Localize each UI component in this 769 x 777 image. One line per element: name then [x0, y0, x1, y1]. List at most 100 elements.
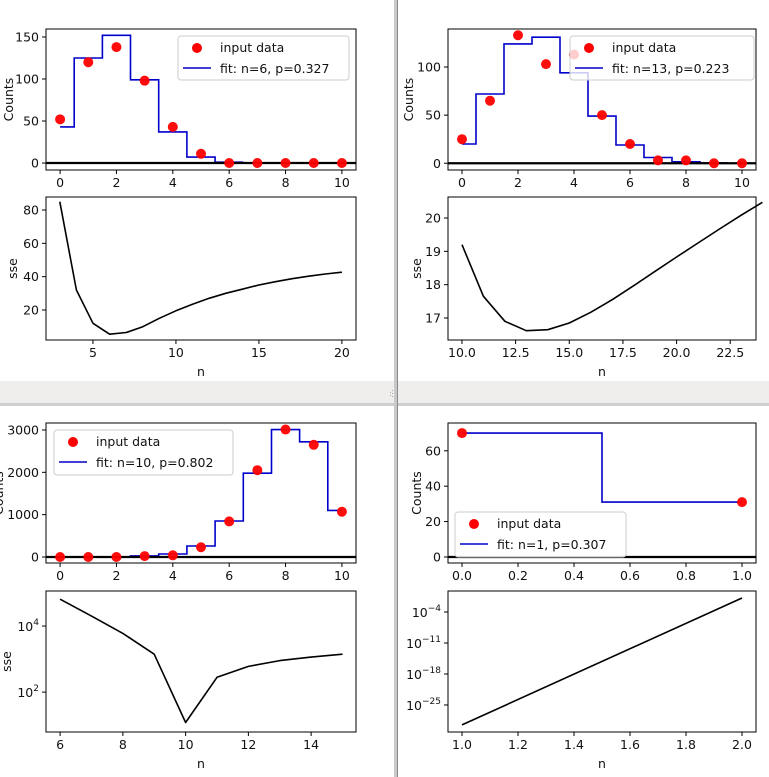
y-axis-label: Counts: [1, 78, 16, 122]
resize-grip-icon[interactable]: [390, 390, 393, 397]
x-tick-label: 1.6: [620, 737, 640, 752]
horizontal-separator-bar[interactable]: [0, 381, 769, 403]
legend-label-fit: fit: n=6, p=0.327: [220, 61, 329, 76]
x-tick-label: 12.5: [502, 345, 530, 360]
legend-label-input-data: input data: [220, 40, 284, 55]
x-tick-label: 0.6: [620, 568, 640, 583]
data-point: [308, 158, 319, 169]
x-tick-label: 0.2: [508, 568, 528, 583]
axes-frame: [447, 422, 757, 564]
legend-box: [53, 429, 234, 476]
x-tick-label: 17.5: [609, 345, 637, 360]
chart-tr-sse: 10.0 12.5 15.0 17.5 20.0 22.5 17 18 19 20 n sse: [409, 196, 763, 379]
x-tick-label: 4: [169, 175, 177, 190]
x-tick-label: 14: [303, 737, 319, 752]
fit-step-line: [462, 36, 728, 164]
x-tick-label: 8: [119, 737, 127, 752]
data-point: [457, 428, 467, 439]
y-tick-label: 20: [425, 211, 441, 226]
data-point: [625, 139, 635, 150]
y-tick-label: 17: [425, 311, 441, 326]
y-tick-label: 0: [433, 549, 441, 564]
y-tick-label: 10−25: [406, 697, 441, 713]
axes-frame: [45, 28, 357, 171]
x-axis-label: n: [197, 364, 205, 379]
x-tick-label: 15.0: [555, 345, 583, 360]
legend-label-fit: fit: n=13, p=0.223: [612, 61, 729, 76]
legend-label-input-data: input data: [612, 40, 676, 55]
legend: input data fit: n=6, p=0.327: [177, 35, 350, 81]
data-point: [336, 506, 347, 517]
x-axis-label: n: [598, 364, 606, 379]
legend-point-marker: [68, 437, 78, 447]
x-tick-label: 8: [282, 568, 290, 583]
data-point: [139, 551, 150, 562]
x-tick-label: 10: [334, 175, 350, 190]
y-axis-label: sse: [0, 651, 14, 672]
legend: input data fit: n=1, p=0.307: [454, 511, 627, 558]
axes-frame: [447, 196, 757, 341]
data-point: [485, 95, 495, 106]
y-axis-label: Counts: [401, 78, 416, 122]
x-tick-label: 10: [178, 737, 194, 752]
data-point: [55, 551, 66, 562]
x-tick-label: 4: [169, 568, 177, 583]
y-tick-label: 18: [425, 277, 441, 292]
x-tick-label: 0: [56, 175, 64, 190]
y-tick-label: 19: [425, 244, 441, 259]
vertical-separator[interactable]: [394, 0, 398, 777]
data-point: [167, 121, 178, 132]
data-point: [111, 551, 122, 562]
sse-line: [461, 597, 743, 726]
y-tick-label: 3000: [7, 422, 39, 437]
axes-frame: [447, 28, 757, 171]
x-axis-label: n: [598, 756, 606, 771]
y-tick-label: 0: [31, 549, 39, 564]
data-point: [196, 148, 206, 159]
y-tick-label: 1000: [7, 507, 39, 522]
legend-label-fit: fit: n=10, p=0.802: [96, 455, 213, 470]
legend-label-fit: fit: n=1, p=0.307: [497, 537, 606, 552]
x-tick-label: 2.0: [732, 737, 752, 752]
sse-line: [59, 201, 342, 335]
x-tick-label: 0.4: [564, 568, 584, 583]
y-tick-label: 40: [23, 269, 39, 284]
x-tick-label: 1.2: [508, 737, 528, 752]
x-tick-label: 1.0: [732, 568, 752, 583]
x-tick-label: 5: [89, 345, 97, 360]
y-tick-label: 50: [425, 108, 441, 123]
y-tick-label: 40: [425, 479, 441, 494]
legend-point-marker: [469, 519, 479, 529]
y-axis-label: Counts: [0, 471, 6, 515]
y-tick-label: 10−18: [406, 666, 441, 682]
data-point: [55, 114, 66, 125]
chart-br-sse: 1.0 1.2 1.4 1.6 1.8 2.0 10−25 10−18 10−11 10−4 n: [406, 590, 757, 771]
data-point: [653, 155, 663, 166]
vertical-separator-edge: [397, 0, 398, 777]
data-point: [139, 75, 150, 86]
plot-area: [461, 201, 763, 332]
sse-line: [461, 201, 763, 332]
x-tick-label: 0: [56, 568, 64, 583]
data-point: [681, 155, 691, 166]
y-tick-label: 80: [23, 203, 39, 218]
data-point: [709, 158, 719, 169]
data-point: [224, 158, 235, 169]
x-tick-label: 6: [225, 175, 233, 190]
x-tick-label: 20.0: [663, 345, 691, 360]
x-tick-label: 12: [240, 737, 256, 752]
data-point: [308, 439, 319, 450]
data-point: [541, 59, 551, 70]
chart-bl-fit: 0 2 4 6 8 10 0 1000 2000 3000 Counts input data fit:…: [0, 422, 357, 583]
x-tick-label: 10: [168, 345, 184, 360]
y-axis-label: sse: [409, 258, 424, 279]
data-point: [252, 465, 263, 476]
chart-bl-sse: 6 8 10 12 14 102 104 n sse: [0, 590, 357, 771]
x-tick-label: 1.4: [564, 737, 584, 752]
x-tick-label: 6: [225, 568, 233, 583]
y-tick-label: 60: [23, 236, 39, 251]
x-tick-label: 4: [570, 175, 578, 190]
separator-shadow: [0, 403, 769, 406]
x-tick-label: 0.8: [676, 568, 696, 583]
